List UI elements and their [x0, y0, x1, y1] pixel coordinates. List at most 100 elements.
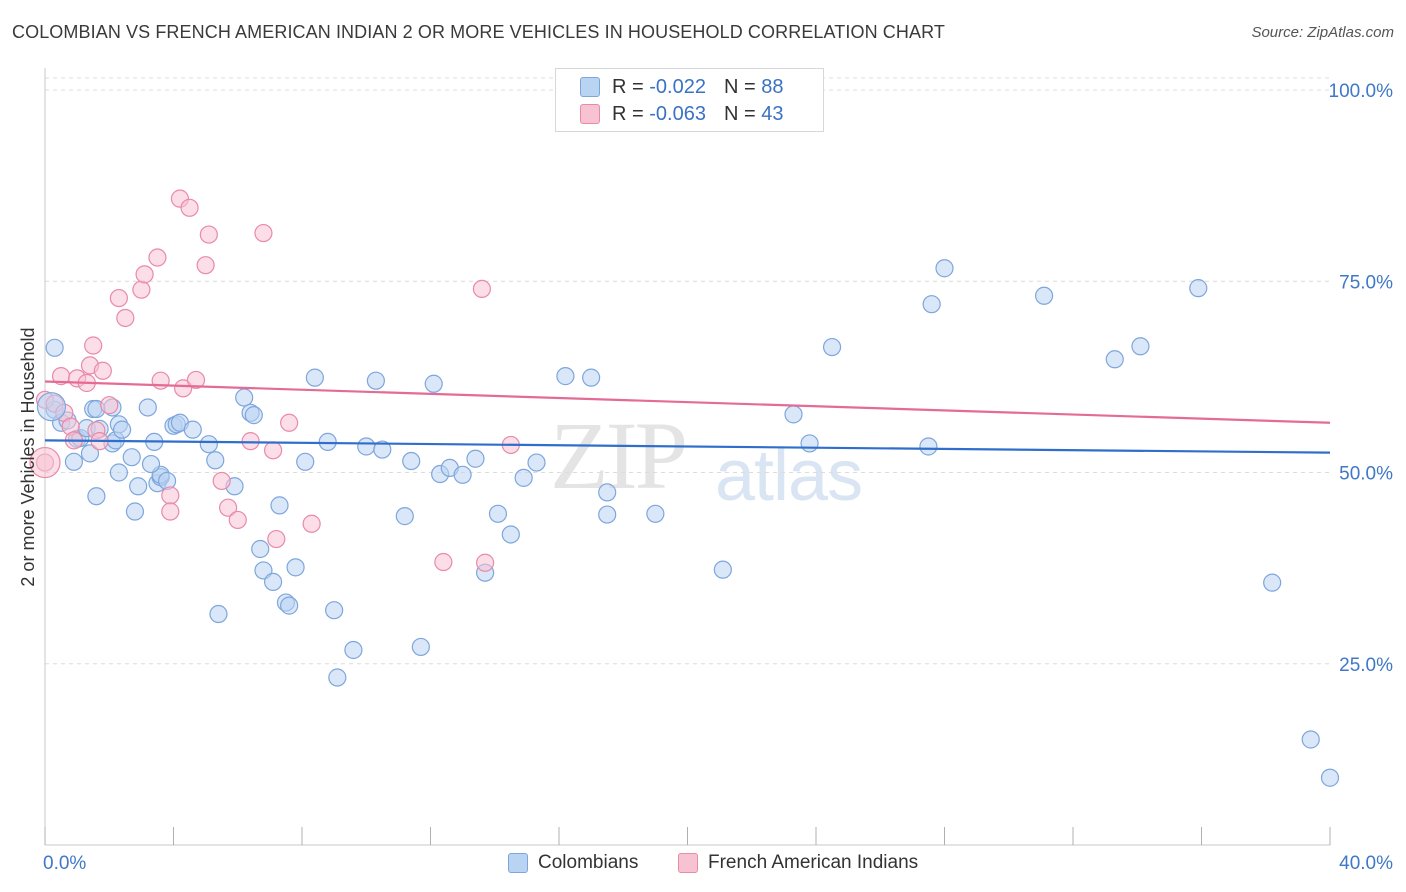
blue-swatch [580, 77, 600, 97]
french-american-indian-point [302, 514, 321, 533]
legend-label: French American Indians [708, 852, 919, 873]
colombian-point [713, 560, 732, 579]
watermark-zip: ZIP [550, 402, 688, 509]
colombian-point [296, 452, 315, 471]
colombian-point [800, 434, 819, 453]
french-american-indian-point [151, 371, 170, 390]
colombian-point [251, 539, 270, 559]
colombian-point [357, 437, 376, 456]
data-points [29, 80, 1340, 787]
n-label: N = [723, 75, 756, 98]
colombian-trend-line [44, 439, 1331, 454]
trend-lines [44, 380, 1331, 454]
colombian-point [183, 420, 202, 439]
y-tick-label: 100.0% [1329, 81, 1394, 102]
colombian-point [125, 502, 145, 521]
colombian-point [1131, 337, 1150, 356]
french-american-indian-point [109, 288, 128, 308]
colombian-point [646, 504, 665, 523]
colombian-point [325, 601, 344, 620]
french-american-indian-point [135, 265, 154, 284]
colombian-point [411, 637, 430, 657]
pink-swatch [678, 853, 698, 873]
colombian-point [822, 337, 842, 357]
french-american-indian-point [161, 502, 180, 521]
legend-item-colombians[interactable]: Colombians [508, 852, 638, 874]
colombian-point [453, 465, 472, 484]
colombian-point [244, 406, 263, 425]
french-american-indian-point [472, 279, 491, 298]
french-american-indian-point [93, 361, 112, 380]
colombian-point [270, 496, 289, 515]
french-american-indian-point [241, 432, 260, 451]
n-label: N = [723, 102, 756, 125]
pink-swatch [580, 104, 600, 124]
y-tick-label: 75.0% [1339, 272, 1393, 293]
colombian-point [527, 453, 546, 472]
french-american-indian-point [434, 552, 453, 572]
colombian-point [199, 435, 218, 454]
french-american-indian-point [100, 396, 119, 415]
colombian-point [784, 405, 803, 424]
colombian-point [344, 640, 363, 660]
colombian-point [582, 368, 601, 387]
colombian-point [64, 452, 84, 471]
colombian-point [263, 572, 283, 591]
x-tick-label: 0.0% [43, 853, 86, 874]
colombian-point [286, 558, 305, 577]
colombian-point [109, 463, 128, 482]
colombian-point [501, 525, 520, 544]
colombian-point [395, 507, 414, 526]
french-american-indian-point [267, 529, 286, 549]
watermark-atlas: atlas [715, 436, 863, 516]
colombian-point [235, 388, 254, 407]
french-american-indian-point [280, 413, 299, 432]
colombian-point [1301, 730, 1320, 749]
french-american-indian-point [29, 446, 61, 479]
series-legend: Colombians French American Indians [0, 852, 1406, 878]
legend-row-french-american-indians: R = -0.063 N = 43 [580, 102, 783, 126]
colombian-point [556, 367, 575, 386]
n-value: 43 [761, 102, 784, 125]
colombian-point [112, 420, 132, 439]
colombian-point [598, 483, 617, 502]
french-american-indian-point [174, 379, 193, 398]
colombian-point [80, 444, 100, 463]
r-value: -0.063 [649, 102, 706, 125]
french-american-indian-point [84, 336, 103, 355]
legend-item-french-american-indians[interactable]: French American Indians [678, 852, 918, 874]
colombian-point [598, 505, 617, 524]
colombian-point [366, 371, 385, 390]
colombian-point [305, 368, 324, 387]
source-label: Source: ZipAtlas.com [1251, 24, 1394, 41]
french-american-indian-point [254, 223, 273, 243]
french-american-indian-point [116, 308, 135, 328]
french-american-indian-point [228, 510, 247, 530]
axes [44, 68, 1331, 846]
french-american-indian-point [161, 486, 180, 505]
colombian-point [919, 437, 938, 456]
colombian-point [141, 454, 161, 474]
colombian-point [922, 295, 941, 314]
gridlines [45, 77, 1330, 665]
colombian-point [1105, 350, 1124, 369]
legend-label: Colombians [538, 852, 639, 873]
colombian-point [424, 374, 443, 393]
axis-labels: 100.0% 75.0% 50.0% 25.0% 0.0% 40.0% 2 or more … [18, 81, 1393, 874]
colombian-point [45, 338, 64, 357]
colombian-point [1189, 279, 1208, 298]
french-american-indian-point [219, 498, 238, 517]
colombian-point [209, 604, 228, 624]
r-label: R = [612, 75, 644, 98]
colombian-point [1034, 286, 1054, 305]
colombian-point [138, 398, 157, 417]
colombian-point [280, 596, 299, 615]
colombian-point [318, 432, 337, 451]
french-american-indian-point [148, 248, 167, 267]
colombian-point [402, 451, 421, 471]
colombian-point [466, 449, 485, 468]
correlation-legend: R = -0.022 N = 88 R = -0.063 N = 43 [555, 68, 824, 132]
r-label: R = [612, 102, 644, 125]
colombian-point [935, 259, 954, 278]
